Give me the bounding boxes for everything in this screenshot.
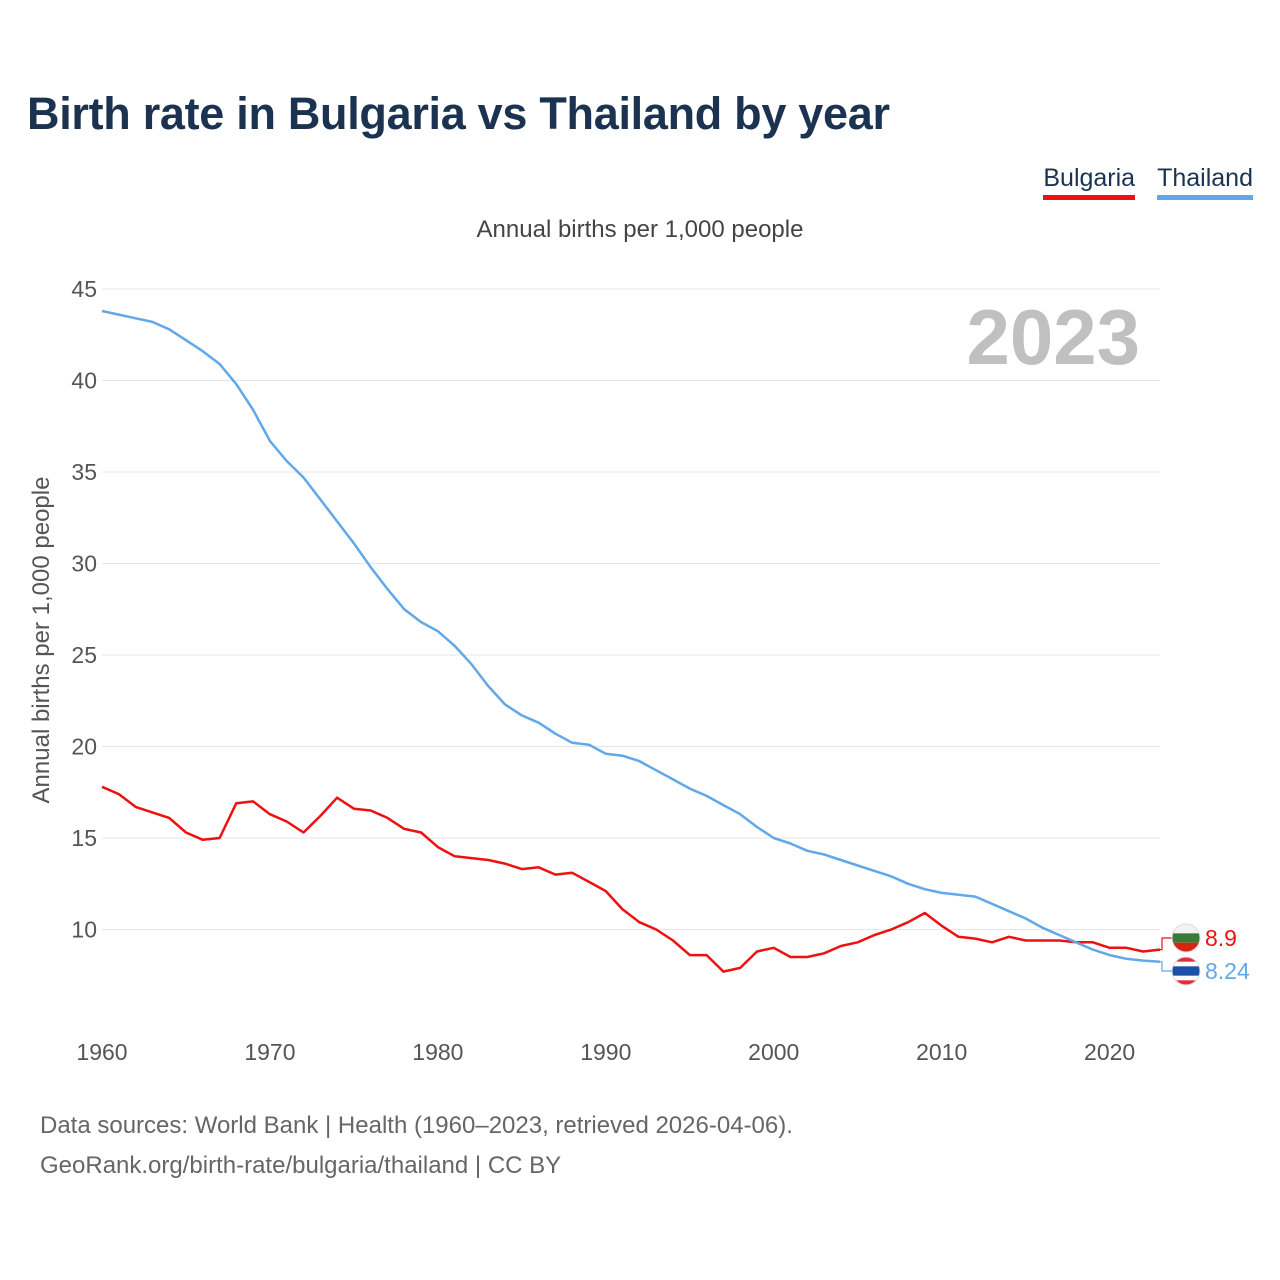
- end-value-label-bulgaria: 8.9: [1205, 925, 1237, 951]
- legend-item-thailand[interactable]: Thailand: [1157, 164, 1253, 200]
- y-tick-label-35: 35: [71, 459, 97, 485]
- grid-lines: [102, 288, 1160, 930]
- y-tick-labels: 10 15 20 25 30 35 40 45: [71, 276, 97, 943]
- x-tick-label-2020: 2020: [1084, 1039, 1135, 1065]
- legend: Bulgaria Thailand: [1043, 164, 1253, 200]
- x-tick-label-2010: 2010: [916, 1039, 967, 1065]
- source-line-1: Data sources: World Bank | Health (1960–…: [40, 1112, 793, 1139]
- y-tick-label-30: 30: [71, 551, 97, 577]
- series-line-thailand: [101, 309, 1161, 963]
- y-tick-label-10: 10: [71, 917, 97, 943]
- x-tick-label-1990: 1990: [580, 1039, 631, 1065]
- x-tick-label-2000: 2000: [748, 1039, 799, 1065]
- end-markers: 8.9 8.24: [1160, 923, 1250, 986]
- flag-border: [1171, 923, 1201, 953]
- flag-stripe-blue: [1172, 966, 1200, 976]
- x-tick-label-1970: 1970: [244, 1039, 295, 1065]
- flag-fill: [1172, 924, 1200, 952]
- x-tick-labels: 1960 1970 1980 1990 2000 2010 2020: [76, 1039, 1135, 1065]
- series-line-bulgaria: [101, 785, 1161, 973]
- y-tick-label-15: 15: [71, 825, 97, 851]
- legend-item-bulgaria[interactable]: Bulgaria: [1043, 164, 1136, 200]
- source-line-2[interactable]: GeoRank.org/birth-rate/bulgaria/thailand…: [40, 1152, 562, 1179]
- flag-stripe-white: [1172, 924, 1200, 934]
- flag-stripe-red: [1172, 942, 1200, 952]
- flag-icon-bulgaria: [1171, 923, 1201, 953]
- chart-subtitle: Annual births per 1,000 people: [476, 216, 804, 243]
- end-value-label-thailand: 8.24: [1205, 958, 1250, 984]
- flag-icon-thailand: [1171, 956, 1201, 986]
- flag-stripe-green: [1172, 933, 1200, 943]
- flag-fill: [1172, 957, 1200, 985]
- end-connector-bulgaria: [1160, 937, 1172, 951]
- flag-border: [1171, 956, 1201, 986]
- chart-title: Birth rate in Bulgaria vs Thailand by ye…: [27, 88, 890, 139]
- x-tick-label-1960: 1960: [76, 1039, 127, 1065]
- y-tick-label-45: 45: [71, 276, 97, 302]
- y-tick-label-40: 40: [71, 368, 97, 394]
- series-lines: [101, 309, 1161, 973]
- y-tick-label-25: 25: [71, 642, 97, 668]
- source-note: Data sources: World Bank | Health (1960–…: [40, 1106, 793, 1186]
- y-tick-label-20: 20: [71, 734, 97, 760]
- x-tick-label-1980: 1980: [412, 1039, 463, 1065]
- end-connector-thailand: [1160, 961, 1172, 972]
- year-watermark: 2023: [966, 293, 1140, 381]
